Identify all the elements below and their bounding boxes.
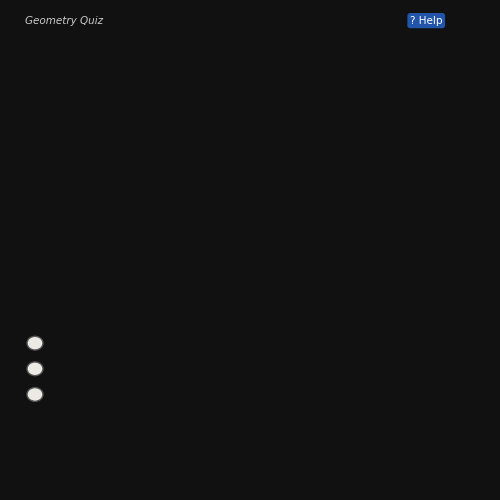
Text: ?: ? [90, 82, 98, 96]
Text: D: D [80, 118, 90, 132]
Text: CE: CE [74, 82, 92, 96]
Text: RT: RT [66, 56, 83, 70]
Text: is a midsegment of triangle: is a midsegment of triangle [82, 56, 274, 70]
Circle shape [27, 336, 43, 350]
Text: R: R [96, 186, 104, 199]
Text: . What is the length of: . What is the length of [326, 56, 474, 70]
Text: Geometry Quiz: Geometry Quiz [25, 16, 103, 26]
Text: ?: ? [237, 266, 243, 279]
Circle shape [27, 388, 43, 402]
Text: 24 in.: 24 in. [161, 139, 194, 152]
Text: T: T [238, 186, 246, 199]
Text: C)  24 in.: C) 24 in. [58, 388, 118, 401]
Text: 19 in.: 19 in. [156, 199, 189, 212]
Text: ? Help: ? Help [410, 16, 442, 26]
Text: E: E [378, 255, 386, 268]
Text: CDE: CDE [306, 56, 334, 70]
Text: C: C [118, 254, 127, 268]
Text: B)  32 in.: B) 32 in. [58, 362, 118, 376]
Text: 16 in.: 16 in. [56, 215, 90, 228]
Text: A)  38 in.: A) 38 in. [58, 336, 118, 349]
Circle shape [27, 362, 43, 376]
Text: segment: segment [20, 82, 83, 96]
Text: Segment: Segment [20, 56, 84, 70]
Text: 16 in.: 16 in. [44, 153, 78, 166]
